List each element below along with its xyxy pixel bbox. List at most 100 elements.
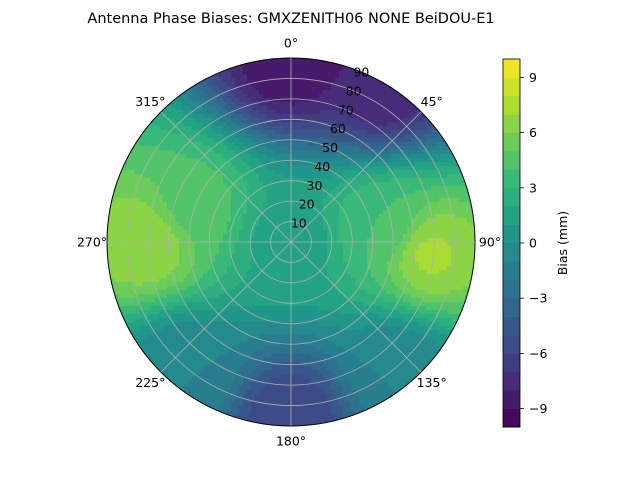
contour-cell	[287, 234, 292, 239]
contour-cell	[175, 134, 180, 139]
contour-cell	[451, 282, 456, 287]
contour-cell	[171, 262, 176, 267]
contour-cell	[359, 234, 364, 239]
contour-cell	[379, 290, 384, 295]
contour-cell	[295, 302, 300, 307]
contour-cell	[331, 166, 336, 171]
contour-cell	[431, 266, 436, 271]
contour-cell	[215, 178, 220, 183]
contour-cell	[139, 278, 144, 283]
contour-cell	[275, 190, 280, 195]
contour-cell	[379, 198, 384, 203]
contour-cell	[239, 126, 244, 131]
contour-cell	[255, 202, 260, 207]
contour-cell	[155, 262, 160, 267]
contour-cell	[251, 238, 256, 243]
contour-cell	[207, 230, 212, 235]
contour-cell	[275, 234, 280, 239]
contour-cell	[399, 146, 404, 151]
contour-cell	[211, 206, 216, 211]
contour-cell	[275, 102, 280, 107]
contour-cell	[131, 242, 136, 247]
contour-cell	[203, 246, 208, 251]
contour-cell	[267, 162, 272, 167]
contour-cell	[199, 118, 204, 123]
contour-cell	[371, 138, 376, 143]
contour-cell	[179, 190, 184, 195]
contour-cell	[455, 266, 460, 271]
contour-cell	[163, 162, 168, 167]
contour-cell	[247, 150, 252, 155]
contour-cell	[391, 282, 396, 287]
contour-cell	[219, 242, 224, 247]
contour-cell	[251, 254, 256, 259]
contour-cell	[271, 78, 276, 83]
contour-cell	[235, 182, 240, 187]
contour-cell	[267, 298, 272, 303]
contour-cell	[187, 134, 192, 139]
contour-cell	[295, 226, 300, 231]
contour-cell	[379, 266, 384, 271]
contour-cell	[239, 238, 244, 243]
contour-cell	[251, 162, 256, 167]
contour-cell	[311, 158, 316, 163]
contour-cell	[211, 134, 216, 139]
contour-cell	[455, 190, 460, 195]
contour-cell	[367, 234, 372, 239]
contour-cell	[267, 138, 272, 143]
contour-cell	[111, 234, 116, 239]
contour-cell	[307, 154, 312, 159]
contour-cell	[427, 250, 432, 255]
contour-cell	[351, 154, 356, 159]
contour-cell	[163, 230, 168, 235]
contour-cell	[459, 186, 464, 191]
contour-cell	[387, 266, 392, 271]
contour-cell	[371, 262, 376, 267]
contour-cell	[451, 298, 456, 303]
contour-cell	[235, 66, 240, 71]
contour-cell	[151, 130, 156, 135]
contour-cell	[187, 106, 192, 111]
contour-cell	[315, 114, 320, 119]
contour-cell	[411, 194, 416, 199]
contour-cell	[247, 134, 252, 139]
contour-cell	[227, 242, 232, 247]
contour-cell	[267, 170, 272, 175]
contour-cell	[203, 230, 208, 235]
contour-cell	[379, 154, 384, 159]
contour-cell	[339, 230, 344, 235]
contour-cell	[355, 122, 360, 127]
contour-cell	[243, 94, 248, 99]
contour-cell	[287, 106, 292, 111]
contour-cell	[179, 262, 184, 267]
contour-cell	[387, 114, 392, 119]
contour-cell	[279, 94, 284, 99]
contour-cell	[179, 106, 184, 111]
contour-cell	[159, 250, 164, 255]
contour-cell	[155, 202, 160, 207]
contour-cell	[299, 246, 304, 251]
contour-cell	[271, 162, 276, 167]
contour-cell	[199, 238, 204, 243]
contour-cell	[115, 282, 120, 287]
contour-cell	[235, 202, 240, 207]
contour-cell	[387, 162, 392, 167]
contour-cell	[171, 186, 176, 191]
contour-cell	[139, 262, 144, 267]
contour-cell	[119, 162, 124, 167]
contour-cell	[367, 266, 372, 271]
contour-cell	[291, 286, 296, 291]
contour-cell	[255, 298, 260, 303]
contour-cell	[215, 262, 220, 267]
contour-cell	[435, 226, 440, 231]
contour-cell	[387, 158, 392, 163]
contour-cell	[355, 170, 360, 175]
contour-cell	[443, 194, 448, 199]
contour-cell	[339, 134, 344, 139]
contour-cell	[439, 138, 444, 143]
contour-cell	[443, 190, 448, 195]
contour-cell	[363, 74, 368, 79]
contour-cell	[403, 142, 408, 147]
contour-cell	[311, 246, 316, 251]
contour-cell	[427, 282, 432, 287]
